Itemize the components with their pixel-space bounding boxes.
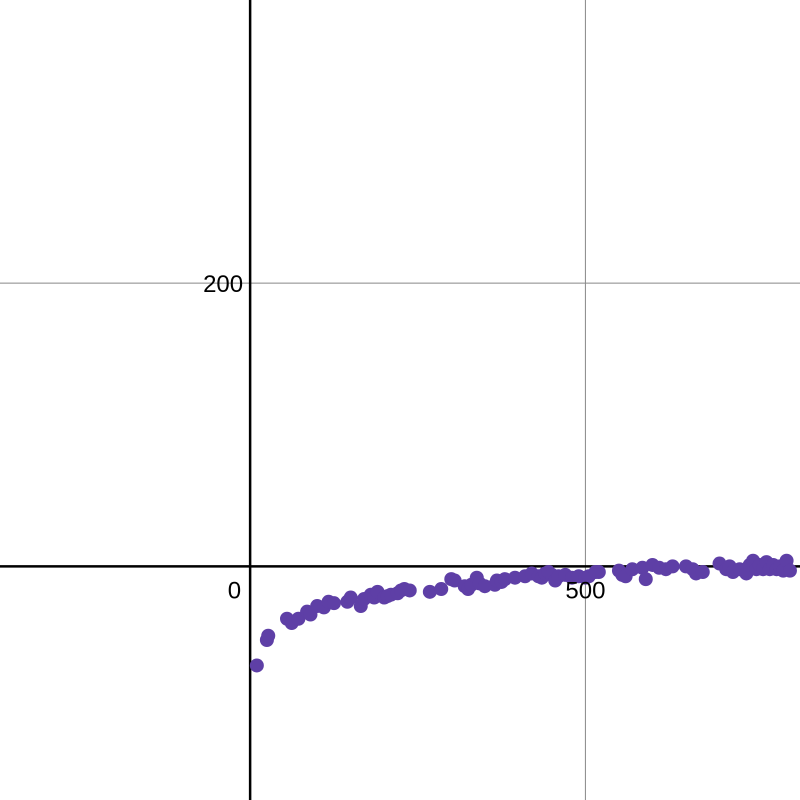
x-tick-label: 500: [565, 577, 605, 604]
data-point: [782, 563, 797, 578]
data-point: [638, 572, 653, 587]
data-point: [665, 559, 680, 574]
data-point: [695, 565, 710, 580]
data-point: [261, 628, 276, 643]
origin-tick-label: 0: [228, 577, 241, 604]
y-tick-label: 200: [203, 271, 243, 298]
data-point: [343, 590, 358, 605]
points-layer: [249, 553, 797, 673]
tick-label-layer: 0 500 200: [203, 271, 605, 604]
data-point: [591, 565, 606, 580]
data-point: [326, 596, 341, 611]
data-point: [249, 658, 264, 673]
data-point: [422, 584, 437, 599]
data-point: [402, 583, 417, 598]
data-point: [434, 582, 449, 597]
